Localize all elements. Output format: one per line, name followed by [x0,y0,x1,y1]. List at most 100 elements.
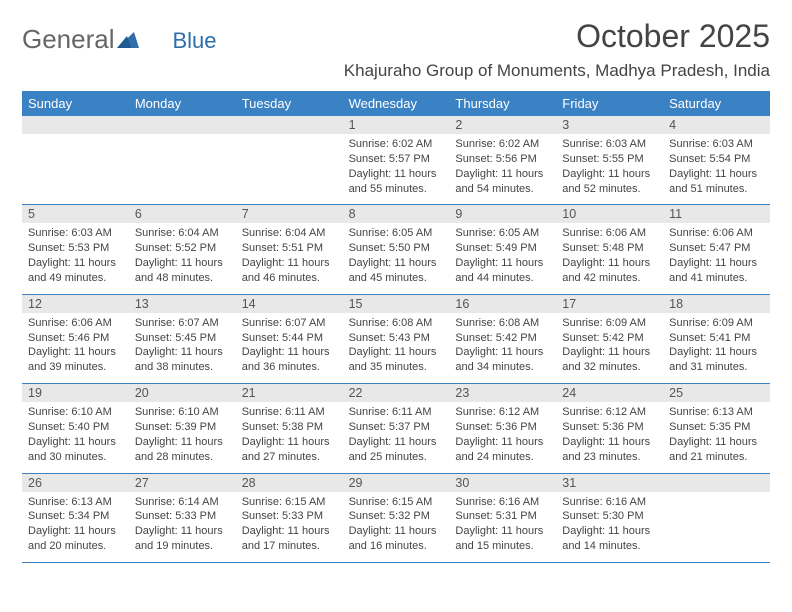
date-number: 15 [343,295,450,313]
sun-info: Sunrise: 6:08 AMSunset: 5:43 PMDaylight:… [343,316,450,375]
calendar-cell: 22 Sunrise: 6:11 AMSunset: 5:37 PMDayligh… [343,384,450,472]
calendar-week-row: 1 Sunrise: 6:02 AMSunset: 5:57 PMDaylight… [22,116,770,205]
sun-info: Sunrise: 6:12 AMSunset: 5:36 PMDaylight:… [556,405,663,464]
date-number [236,116,343,134]
calendar-cell: 30 Sunrise: 6:16 AMSunset: 5:31 PMDayligh… [449,474,556,562]
day-header-cell: Monday [129,91,236,116]
sun-info: Sunrise: 6:07 AMSunset: 5:45 PMDaylight:… [129,316,236,375]
date-number: 21 [236,384,343,402]
calendar-cell: 1 Sunrise: 6:02 AMSunset: 5:57 PMDaylight… [343,116,450,204]
calendar-cell: 21 Sunrise: 6:11 AMSunset: 5:38 PMDayligh… [236,384,343,472]
day-header-cell: Saturday [663,91,770,116]
day-header-cell: Friday [556,91,663,116]
sun-info: Sunrise: 6:12 AMSunset: 5:36 PMDaylight:… [449,405,556,464]
date-number: 4 [663,116,770,134]
calendar-cell: 31Sunrise: 6:16 AMSunset: 5:30 PMDayligh… [556,474,663,562]
sun-info: Sunrise: 6:08 AMSunset: 5:42 PMDaylight:… [449,316,556,375]
date-number: 27 [129,474,236,492]
calendar-cell [236,116,343,204]
calendar-cell: 24 Sunrise: 6:12 AMSunset: 5:36 PMDayligh… [556,384,663,472]
sun-info: Sunrise: 6:02 AMSunset: 5:57 PMDaylight:… [343,137,450,196]
sun-info: Sunrise: 6:04 AMSunset: 5:51 PMDaylight:… [236,226,343,285]
sun-info: Sunrise: 6:06 AMSunset: 5:47 PMDaylight:… [663,226,770,285]
calendar-week-row: 12 Sunrise: 6:06 AMSunset: 5:46 PMDayligh… [22,295,770,384]
location-subtitle: Khajuraho Group of Monuments, Madhya Pra… [344,61,770,81]
calendar-week-row: 26Sunrise: 6:13 AMSunset: 5:34 PMDayligh… [22,474,770,563]
calendar-cell [129,116,236,204]
calendar-cell: 26Sunrise: 6:13 AMSunset: 5:34 PMDayligh… [22,474,129,562]
sun-info: Sunrise: 6:15 AMSunset: 5:32 PMDaylight:… [343,495,450,554]
calendar-body: 1 Sunrise: 6:02 AMSunset: 5:57 PMDaylight… [22,116,770,563]
sun-info: Sunrise: 6:11 AMSunset: 5:38 PMDaylight:… [236,405,343,464]
date-number: 9 [449,205,556,223]
calendar-cell: 13 Sunrise: 6:07 AMSunset: 5:45 PMDayligh… [129,295,236,383]
calendar-cell: 11 Sunrise: 6:06 AMSunset: 5:47 PMDayligh… [663,205,770,293]
logo-text-1: General [22,24,115,55]
calendar-cell: 12 Sunrise: 6:06 AMSunset: 5:46 PMDayligh… [22,295,129,383]
calendar-week-row: 19Sunrise: 6:10 AMSunset: 5:40 PMDayligh… [22,384,770,473]
date-number: 3 [556,116,663,134]
date-number [663,474,770,492]
sun-info: Sunrise: 6:11 AMSunset: 5:37 PMDaylight:… [343,405,450,464]
date-number: 10 [556,205,663,223]
logo-triangle-icon [117,24,139,55]
calendar-cell: 18Sunrise: 6:09 AMSunset: 5:41 PMDayligh… [663,295,770,383]
sun-info: Sunrise: 6:02 AMSunset: 5:56 PMDaylight:… [449,137,556,196]
calendar-day-header: SundayMondayTuesdayWednesdayThursdayFrid… [22,91,770,116]
day-header-cell: Sunday [22,91,129,116]
date-number: 2 [449,116,556,134]
sun-info: Sunrise: 6:16 AMSunset: 5:31 PMDaylight:… [449,495,556,554]
calendar-cell: 7Sunrise: 6:04 AMSunset: 5:51 PMDaylight… [236,205,343,293]
day-header-cell: Wednesday [343,91,450,116]
date-number: 14 [236,295,343,313]
date-number: 22 [343,384,450,402]
calendar-cell: 27 Sunrise: 6:14 AMSunset: 5:33 PMDayligh… [129,474,236,562]
date-number: 19 [22,384,129,402]
date-number [129,116,236,134]
sun-info: Sunrise: 6:10 AMSunset: 5:39 PMDaylight:… [129,405,236,464]
date-number: 25 [663,384,770,402]
date-number: 23 [449,384,556,402]
calendar-cell [663,474,770,562]
calendar-cell: 8 Sunrise: 6:05 AMSunset: 5:50 PMDaylight… [343,205,450,293]
sun-info: Sunrise: 6:05 AMSunset: 5:50 PMDaylight:… [343,226,450,285]
date-number: 6 [129,205,236,223]
date-number: 30 [449,474,556,492]
date-number: 1 [343,116,450,134]
calendar-cell: 9Sunrise: 6:05 AMSunset: 5:49 PMDaylight… [449,205,556,293]
calendar-cell: 15 Sunrise: 6:08 AMSunset: 5:43 PMDayligh… [343,295,450,383]
calendar-cell: 16Sunrise: 6:08 AMSunset: 5:42 PMDayligh… [449,295,556,383]
calendar-cell: 25 Sunrise: 6:13 AMSunset: 5:35 PMDayligh… [663,384,770,472]
calendar-cell: 20 Sunrise: 6:10 AMSunset: 5:39 PMDayligh… [129,384,236,472]
date-number: 24 [556,384,663,402]
calendar-cell: 4Sunrise: 6:03 AMSunset: 5:54 PMDaylight… [663,116,770,204]
calendar-cell: 2 Sunrise: 6:02 AMSunset: 5:56 PMDaylight… [449,116,556,204]
logo: General Blue [22,18,217,55]
date-number: 20 [129,384,236,402]
calendar-cell: 28Sunrise: 6:15 AMSunset: 5:33 PMDayligh… [236,474,343,562]
calendar-cell: 3 Sunrise: 6:03 AMSunset: 5:55 PMDaylight… [556,116,663,204]
date-number: 5 [22,205,129,223]
sun-info: Sunrise: 6:03 AMSunset: 5:55 PMDaylight:… [556,137,663,196]
calendar-cell: 23 Sunrise: 6:12 AMSunset: 5:36 PMDayligh… [449,384,556,472]
title-block: October 2025 Khajuraho Group of Monument… [344,18,770,81]
sun-info: Sunrise: 6:03 AMSunset: 5:53 PMDaylight:… [22,226,129,285]
date-number: 18 [663,295,770,313]
sun-info: Sunrise: 6:06 AMSunset: 5:46 PMDaylight:… [22,316,129,375]
calendar-cell: 17 Sunrise: 6:09 AMSunset: 5:42 PMDayligh… [556,295,663,383]
date-number: 17 [556,295,663,313]
sun-info: Sunrise: 6:14 AMSunset: 5:33 PMDaylight:… [129,495,236,554]
header: General Blue October 2025 Khajuraho Grou… [22,18,770,81]
date-number: 29 [343,474,450,492]
date-number: 8 [343,205,450,223]
calendar-cell: 6Sunrise: 6:04 AMSunset: 5:52 PMDaylight… [129,205,236,293]
sun-info: Sunrise: 6:13 AMSunset: 5:35 PMDaylight:… [663,405,770,464]
date-number: 11 [663,205,770,223]
sun-info: Sunrise: 6:09 AMSunset: 5:42 PMDaylight:… [556,316,663,375]
page-title: October 2025 [344,18,770,55]
date-number: 12 [22,295,129,313]
date-number: 13 [129,295,236,313]
sun-info: Sunrise: 6:15 AMSunset: 5:33 PMDaylight:… [236,495,343,554]
calendar-cell [22,116,129,204]
sun-info: Sunrise: 6:07 AMSunset: 5:44 PMDaylight:… [236,316,343,375]
